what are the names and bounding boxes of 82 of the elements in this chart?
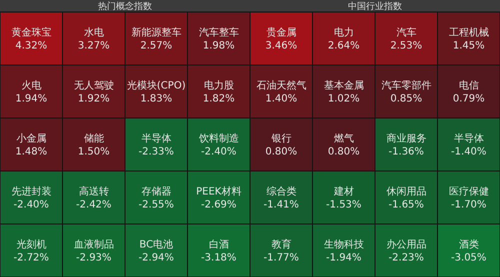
category-label: 光模块(CPO) — [126, 80, 186, 92]
data-label: 1.92% — [78, 94, 110, 104]
category-label: 无人驾驶 — [74, 80, 114, 92]
data-label: -2.33% — [138, 146, 174, 158]
data-label: 2.53% — [390, 40, 422, 52]
category-label: 基本金属 — [324, 80, 364, 92]
category-label: 饮料制造 — [198, 132, 239, 144]
data-label: 0.79% — [452, 94, 485, 104]
data-label: -2.55% — [138, 200, 174, 210]
category-label: 高送转 — [78, 186, 109, 198]
category-label: 电力 — [334, 26, 354, 38]
category-label: 汽车整车 — [198, 26, 239, 38]
category-label: 光刻机 — [16, 238, 46, 250]
category-label: 新能源整车 — [131, 26, 182, 38]
data-label: 4.32% — [15, 40, 48, 52]
category-label: 综合类 — [266, 186, 296, 198]
category-label: 汽车 — [396, 26, 416, 38]
category-label: 燃气 — [334, 132, 354, 144]
data-label: 1.94% — [15, 94, 48, 104]
category-label: 办公用品 — [386, 238, 426, 250]
data-label: 1.48% — [15, 146, 48, 158]
data-label: -2.23% — [388, 252, 424, 264]
category-label: 贵金属 — [266, 26, 296, 38]
category-label: 工程机械 — [448, 26, 489, 38]
data-label: 1.50% — [78, 146, 110, 158]
data-label: 3.46% — [265, 40, 298, 52]
category-label: 酒类 — [458, 238, 479, 250]
data-label: -2.42% — [76, 200, 112, 210]
category-label: 电力股 — [204, 80, 234, 92]
data-label: -1.41% — [264, 200, 299, 210]
category-label: 建材 — [332, 186, 354, 198]
data-label: -2.93% — [76, 252, 112, 264]
category-label: 半导体 — [141, 132, 172, 144]
text: 中国行业指数 — [348, 1, 402, 12]
data-label: 1.83% — [140, 94, 172, 104]
data-label: 1.02% — [328, 94, 360, 104]
category-label: 教育 — [271, 238, 292, 250]
data-label: 1.45% — [452, 40, 485, 52]
category-label: 半导体 — [454, 132, 484, 144]
category-label: 生物科技 — [324, 238, 364, 250]
data-label: -1.36% — [388, 146, 424, 158]
category-label: 储能 — [84, 132, 104, 144]
data-label: -1.40% — [451, 146, 486, 158]
data-label: -1.94% — [326, 252, 362, 264]
data-label: 0.80% — [265, 146, 298, 158]
text: 热门概念指数 — [98, 1, 152, 12]
data-label: -1.77% — [264, 252, 299, 264]
data-label: -1.65% — [388, 200, 424, 210]
data-label: 1.98% — [202, 40, 235, 52]
data-label: -2.40% — [14, 200, 49, 210]
category-label: 先进封装 — [11, 186, 52, 198]
category-label: 黄金珠宝 — [11, 26, 52, 38]
category-label: BC电池 — [139, 238, 174, 250]
category-label: 水电 — [84, 26, 104, 38]
data-label: 0.85% — [390, 94, 422, 104]
category-label: 血液制品 — [74, 238, 114, 250]
category-label: 火电 — [21, 80, 42, 92]
data-label: -3.18% — [201, 252, 236, 264]
category-label: 银行 — [270, 134, 292, 144]
category-label: 小金属 — [16, 132, 46, 144]
category-label: 存储器 — [141, 186, 172, 198]
data-label: 0.80% — [328, 146, 360, 158]
data-label: -2.40% — [201, 146, 236, 158]
category-label: 白酒 — [208, 238, 229, 250]
data-label: -3.05% — [451, 252, 486, 264]
category-label: 石油天然气 — [256, 80, 306, 92]
category-label: 电信 — [458, 80, 479, 92]
category-label: 商业服务 — [386, 132, 426, 144]
data-label: 3.27% — [78, 40, 110, 52]
data-label: -1.53% — [326, 200, 362, 210]
category-label: 医疗保健 — [448, 186, 489, 198]
data-label: 2.57% — [140, 40, 172, 52]
data-label: -1.70% — [451, 200, 486, 210]
data-label: 1.82% — [202, 94, 235, 104]
data-label: 1.40% — [265, 94, 298, 104]
category-label: 休闲用品 — [386, 186, 426, 198]
category-label: PEEK材料 — [196, 186, 242, 198]
category-label: 汽车零部件 — [381, 80, 432, 92]
data-label: -2.72% — [14, 252, 49, 264]
data-label: 2.64% — [328, 40, 360, 52]
data-label: -2.94% — [138, 252, 174, 264]
data-label: -2.69% — [201, 200, 236, 210]
